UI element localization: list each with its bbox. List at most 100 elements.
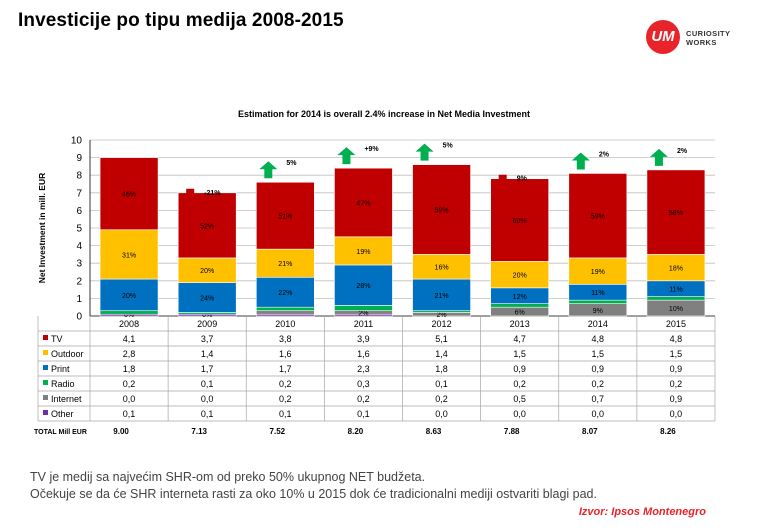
bar-share-label: 52% xyxy=(200,223,214,230)
increase-arrow-icon xyxy=(649,148,668,166)
bar-share-label: 21% xyxy=(278,261,292,268)
bar-share-label: 31% xyxy=(122,252,136,259)
logo-line-1: CURIOSITY xyxy=(686,29,731,38)
y-tick-label: 6 xyxy=(76,206,82,217)
legend-key-radio xyxy=(43,380,48,385)
bar-share-label: 19% xyxy=(591,269,605,276)
table-cell: 0,1 xyxy=(123,409,136,419)
table-cell: 0,1 xyxy=(279,409,292,419)
legend-key-tv xyxy=(43,335,48,340)
chart-title: Estimation for 2014 is overall 2.4% incr… xyxy=(237,109,531,119)
table-cell: 0,2 xyxy=(592,379,605,389)
bar-segment-radio xyxy=(334,305,393,312)
um-logo-text: CURIOSITY WORKS xyxy=(686,29,730,47)
bar-segment-tv xyxy=(256,181,315,250)
bar-share-label: 59% xyxy=(591,214,605,221)
table-cell: 0,1 xyxy=(357,409,370,419)
table-cell: 1,7 xyxy=(201,364,214,374)
bar-share-label: 22% xyxy=(278,290,292,297)
bar-share-label: 20% xyxy=(513,273,527,280)
total-value: 8.07 xyxy=(582,427,598,436)
y-tick-label: 1 xyxy=(76,294,82,305)
bar-segment-radio xyxy=(568,299,628,304)
change-label: +9% xyxy=(364,146,379,153)
y-tick-label: 0 xyxy=(76,312,82,323)
table-cell: 1,8 xyxy=(123,364,136,374)
bar-share-label: 16% xyxy=(435,265,449,272)
table-cell: 1,5 xyxy=(670,349,683,359)
y-tick-label: 3 xyxy=(76,259,82,270)
bar-segment-radio xyxy=(646,296,706,301)
total-value: 8.63 xyxy=(426,427,442,436)
y-axis-label: Net Investment in mill. EUR xyxy=(37,173,47,284)
table-cell: 0,9 xyxy=(670,364,683,374)
table-cell: 3,9 xyxy=(357,334,370,344)
bar-share-label: 0% xyxy=(202,312,212,319)
bar-share-label: 60% xyxy=(513,218,527,225)
um-logo: UM CURIOSITY WORKS xyxy=(646,20,758,60)
legend-key-print xyxy=(43,365,48,370)
table-cell: 0,0 xyxy=(513,409,526,419)
bar-segment-print xyxy=(99,278,159,312)
table-cell: 0,1 xyxy=(435,379,448,389)
bar-segment-tv xyxy=(334,167,393,238)
bar-segment-tv xyxy=(412,164,471,255)
legend-label: TV xyxy=(51,334,63,344)
change-label: 5% xyxy=(286,160,297,167)
bar-segment-outdoor xyxy=(334,236,393,266)
bar-segment-print xyxy=(177,282,237,313)
table-cell: 0,0 xyxy=(435,409,448,419)
bar-share-label: 9% xyxy=(593,308,603,315)
bar-segment-tv xyxy=(568,173,628,259)
table-cell: 1,5 xyxy=(592,349,605,359)
total-value: 7.88 xyxy=(504,427,520,436)
table-cell: 1,6 xyxy=(357,349,370,359)
x-tick-label: 2010 xyxy=(275,319,295,329)
table-cell: 4,8 xyxy=(592,334,605,344)
bar-share-label: 51% xyxy=(278,214,292,221)
bar-share-label: 28% xyxy=(356,283,370,290)
bar-share-label: 6% xyxy=(515,310,525,317)
change-label: 9% xyxy=(517,176,528,183)
change-label: 5% xyxy=(443,143,454,150)
x-tick-label: 2013 xyxy=(510,319,530,329)
table-cell: 3,8 xyxy=(279,334,292,344)
decrease-arrow-icon xyxy=(493,174,512,192)
legend-key-outdoor xyxy=(43,350,48,355)
table-cell: 4,7 xyxy=(513,334,526,344)
change-label: 2% xyxy=(677,148,688,155)
table-cell: 0,2 xyxy=(357,394,370,404)
bar-segment-print xyxy=(334,264,393,306)
total-value: 7.13 xyxy=(191,427,207,436)
legend-label: Internet xyxy=(51,394,82,404)
legend-key-internet xyxy=(43,395,48,400)
x-tick-label: 2011 xyxy=(354,319,373,329)
bar-segment-tv xyxy=(490,178,549,262)
table-cell: 0,5 xyxy=(513,394,526,404)
bar-share-label: 11% xyxy=(591,290,605,297)
total-value: 8.20 xyxy=(348,427,364,436)
bar-share-label: 2% xyxy=(358,310,368,317)
bar-segment-outdoor xyxy=(490,261,549,289)
bar-segment-outdoor xyxy=(177,257,237,283)
legend-label: Print xyxy=(51,364,70,374)
x-tick-label: 2012 xyxy=(432,319,452,329)
source-note: Izvor: Ipsos Montenegro xyxy=(578,506,706,518)
y-tick-label: 4 xyxy=(76,241,82,252)
table-cell: 0,9 xyxy=(513,364,526,374)
increase-arrow-icon xyxy=(337,147,356,165)
decrease-arrow-icon xyxy=(181,188,200,206)
total-value: 7.52 xyxy=(270,427,286,436)
bar-share-label: 10% xyxy=(669,306,683,313)
table-cell: 5,1 xyxy=(435,334,448,344)
x-tick-label: 2008 xyxy=(119,319,139,329)
bar-share-label: 21% xyxy=(435,293,449,300)
bar-share-label: 11% xyxy=(669,287,683,294)
x-tick-label: 2014 xyxy=(588,319,608,329)
y-tick-label: 9 xyxy=(76,153,82,164)
y-tick-label: 8 xyxy=(76,171,82,182)
bar-segment-print xyxy=(412,278,471,312)
bar-share-label: 59% xyxy=(435,208,449,215)
table-cell: 1,4 xyxy=(201,349,214,359)
bar-share-label: 47% xyxy=(356,200,370,207)
